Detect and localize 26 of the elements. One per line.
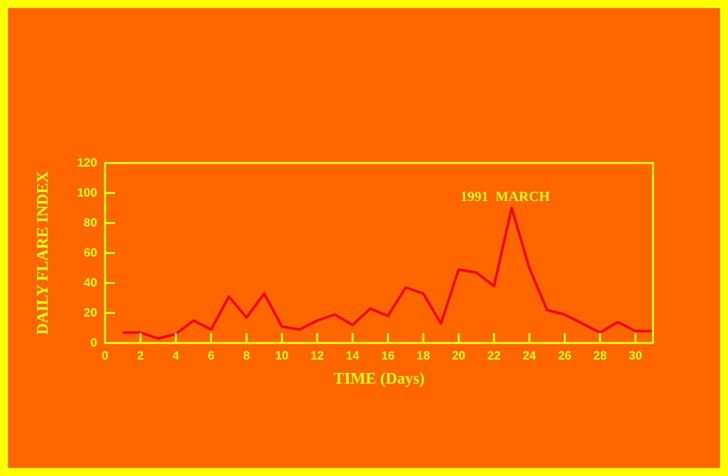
x-tick-label: 18 bbox=[416, 348, 430, 363]
x-tick-label: 8 bbox=[243, 348, 250, 363]
x-tick-label: 16 bbox=[381, 348, 395, 363]
x-tick-label: 26 bbox=[558, 348, 572, 363]
x-tick-label: 0 bbox=[102, 348, 109, 363]
y-tick-label: 80 bbox=[84, 215, 98, 230]
x-tick-label: 10 bbox=[275, 348, 289, 363]
x-axis-title: TIME (Days) bbox=[333, 370, 425, 388]
y-tick-label: 40 bbox=[84, 275, 98, 290]
x-tick-label: 12 bbox=[310, 348, 324, 363]
y-tick-label: 100 bbox=[76, 185, 98, 200]
y-tick-label: 60 bbox=[84, 245, 98, 260]
x-tick-label: 2 bbox=[137, 348, 144, 363]
y-axis-title: DAILY FLARE INDEX bbox=[34, 170, 52, 335]
y-tick-label: 0 bbox=[90, 335, 98, 350]
x-tick-label: 22 bbox=[487, 348, 501, 363]
y-tick-label: 120 bbox=[76, 155, 98, 170]
y-tick-label: 20 bbox=[84, 305, 98, 320]
x-tick-label: 4 bbox=[172, 348, 180, 363]
x-tick-label: 30 bbox=[628, 348, 642, 363]
x-tick-label: 6 bbox=[208, 348, 215, 363]
x-tick-label: 20 bbox=[452, 348, 466, 363]
x-tick-label: 28 bbox=[593, 348, 607, 363]
x-tick-label: 24 bbox=[522, 348, 536, 363]
annotation: 1991 MARCH bbox=[460, 190, 550, 206]
x-tick-label: 14 bbox=[346, 348, 360, 363]
